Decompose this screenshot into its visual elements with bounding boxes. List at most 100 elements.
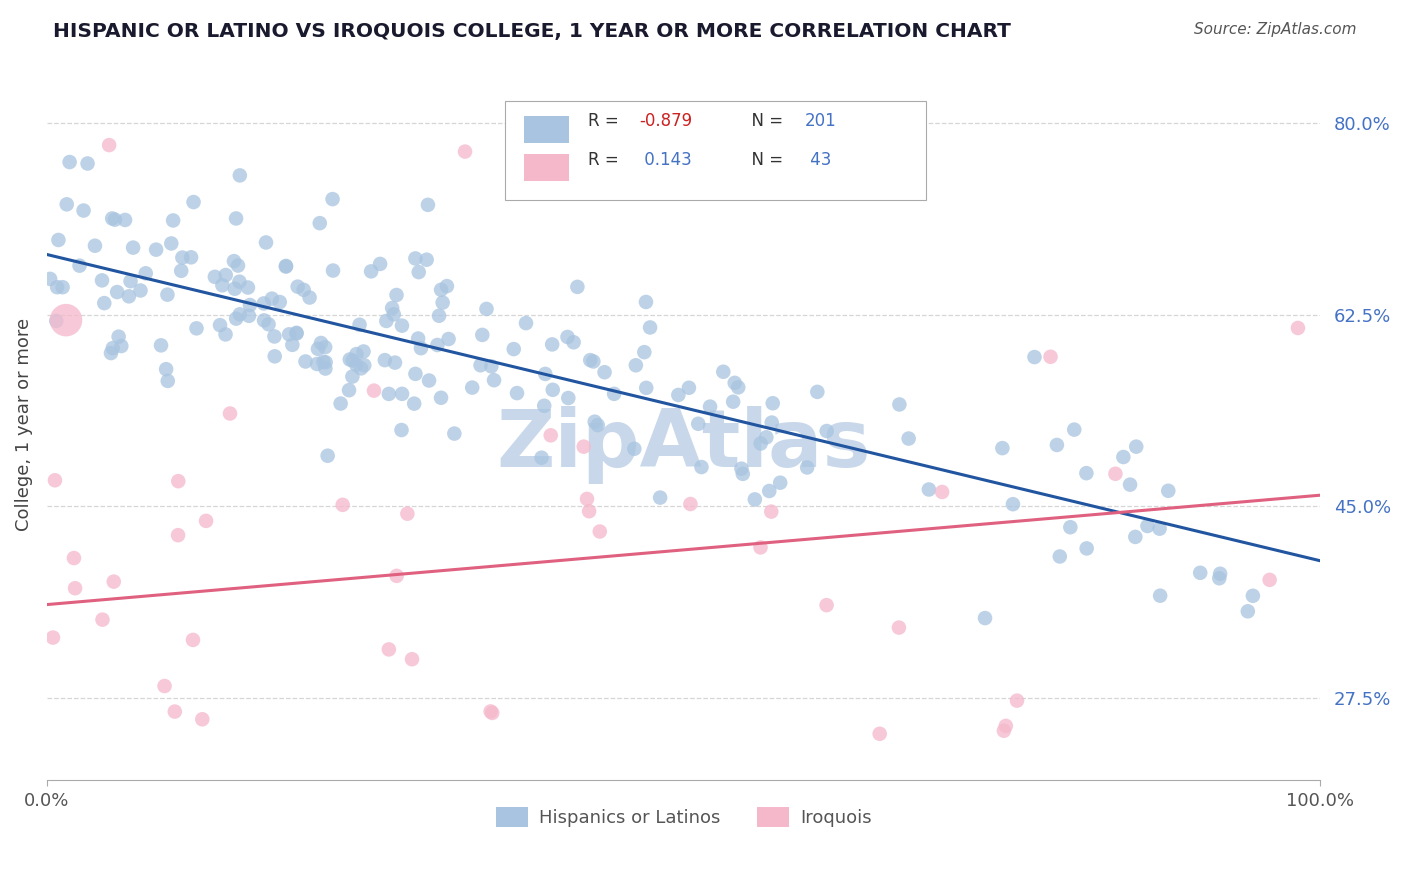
Point <box>363 384 385 398</box>
Point <box>63 551 86 566</box>
Point <box>755 430 778 444</box>
Point <box>1209 566 1232 581</box>
Point <box>557 330 579 344</box>
Point <box>322 263 344 277</box>
Point <box>105 285 128 299</box>
Point <box>238 309 260 323</box>
Point <box>180 250 202 264</box>
Text: R =: R = <box>588 112 624 130</box>
Point <box>332 498 354 512</box>
Point <box>506 386 529 401</box>
Point <box>761 505 783 519</box>
Point <box>603 387 626 401</box>
Point <box>46 280 69 294</box>
Point <box>222 254 245 268</box>
Point <box>344 358 367 372</box>
Y-axis label: College, 1 year or more: College, 1 year or more <box>15 318 32 531</box>
Point <box>98 138 121 153</box>
Point <box>404 396 426 410</box>
Point <box>181 632 204 647</box>
Point <box>974 611 997 625</box>
Point <box>408 265 430 279</box>
Point <box>368 257 391 271</box>
FancyBboxPatch shape <box>505 102 925 200</box>
FancyBboxPatch shape <box>524 153 569 181</box>
Point <box>314 340 336 354</box>
Point <box>167 528 190 542</box>
Point <box>815 424 838 438</box>
Point <box>678 381 700 395</box>
Point <box>312 355 335 369</box>
Point <box>72 203 94 218</box>
Point <box>285 326 308 341</box>
Point <box>342 353 364 368</box>
Point <box>1123 530 1146 544</box>
Point <box>254 235 277 250</box>
Point <box>274 260 297 274</box>
Point <box>309 336 332 351</box>
Point <box>281 338 304 352</box>
Point <box>110 339 132 353</box>
Point <box>314 361 336 376</box>
Text: R =: R = <box>588 151 624 169</box>
Point <box>385 569 408 583</box>
Point <box>679 497 702 511</box>
Point <box>502 342 524 356</box>
Point <box>170 264 193 278</box>
Point <box>993 723 1015 738</box>
Point <box>731 467 754 481</box>
Point <box>229 307 252 321</box>
Text: 201: 201 <box>804 112 837 130</box>
Point <box>107 329 129 343</box>
Point <box>475 301 498 316</box>
Point <box>396 507 419 521</box>
Point <box>1208 571 1230 585</box>
Point <box>418 374 440 388</box>
Point <box>322 192 344 206</box>
Point <box>353 344 375 359</box>
Point <box>45 314 67 328</box>
Point <box>806 384 828 399</box>
Point <box>432 295 454 310</box>
Point <box>211 278 233 293</box>
Point <box>55 313 77 327</box>
Point <box>91 273 114 287</box>
Point <box>557 391 579 405</box>
Point <box>1236 604 1258 618</box>
Point <box>191 712 214 726</box>
Point <box>721 394 744 409</box>
Point <box>1024 350 1046 364</box>
Point <box>91 613 114 627</box>
Point <box>186 321 208 335</box>
Point <box>699 400 721 414</box>
Point <box>416 198 439 212</box>
Point <box>278 327 301 342</box>
Point <box>257 318 280 332</box>
Point <box>307 342 329 356</box>
Point <box>650 491 672 505</box>
Point <box>156 374 179 388</box>
Point <box>52 280 75 294</box>
Point <box>292 283 315 297</box>
Point <box>378 387 401 401</box>
Point <box>84 238 107 252</box>
Point <box>633 345 655 359</box>
Point <box>226 259 249 273</box>
Point <box>579 353 602 368</box>
Point <box>761 416 783 430</box>
Point <box>1136 519 1159 533</box>
Point <box>1286 321 1309 335</box>
Point <box>120 274 142 288</box>
Point <box>339 352 361 367</box>
Point <box>349 318 371 332</box>
Point <box>481 706 503 720</box>
Point <box>204 269 226 284</box>
Point <box>711 365 734 379</box>
Text: N =: N = <box>741 151 789 169</box>
Point <box>583 415 606 429</box>
Point <box>994 719 1017 733</box>
Point <box>437 332 460 346</box>
Point <box>48 233 70 247</box>
Point <box>260 292 283 306</box>
Point <box>42 631 65 645</box>
